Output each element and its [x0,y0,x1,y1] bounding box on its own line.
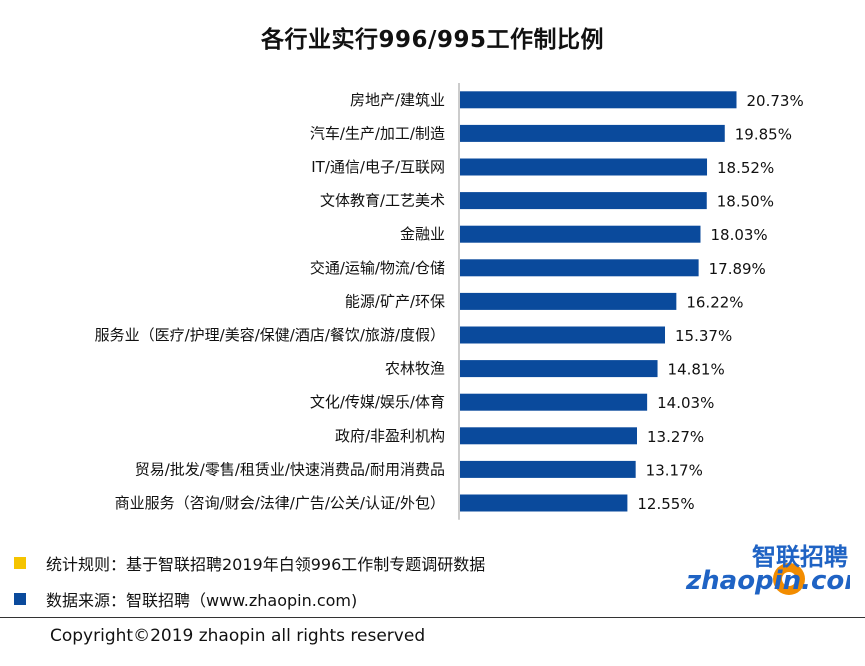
category-label: 房地产/建筑业 [350,91,445,109]
note-source-marker [14,593,26,605]
value-label: 16.22% [686,293,743,311]
bar [460,292,677,310]
copyright-text: Copyright©2019 zhaopin all rights reserv… [50,626,426,646]
value-label: 20.73% [747,92,804,110]
note-source: 数据来源：智联招聘（www.zhaopin.com) [14,587,357,611]
category-label: 贸易/批发/零售/租赁业/快速消费品/耐用消费品 [135,460,445,478]
bars-layer: 房地产/建筑业 20.73% 汽车/生产/加工/制造 19.85% IT/通信/电子/互… [95,83,804,520]
value-label: 18.03% [710,226,767,244]
value-label: 14.81% [668,361,725,379]
category-label: 政府/非盈利机构 [335,427,445,445]
note-rule-text: 统计规则：基于智联招聘2019年白领996工作制专题调研数据 [46,555,486,574]
value-label: 15.37% [675,327,732,345]
bar [460,494,628,512]
bar [460,427,637,445]
logo-brand-cn: 智联招聘 [752,543,848,571]
note-rule: 统计规则：基于智联招聘2019年白领996工作制专题调研数据 [14,551,485,575]
logo-brand-en: zhaopin.com [685,566,850,596]
value-label: 19.85% [735,125,792,143]
category-label: 文体教育/工艺美术 [320,192,445,210]
footer-divider [0,617,865,618]
value-label: 12.55% [637,495,694,513]
category-label: 文化/传媒/娱乐/体育 [310,393,445,411]
value-label: 17.89% [709,260,766,278]
bar [460,124,725,142]
bar [460,460,636,478]
bar [460,393,648,411]
logo-inner-circle-icon [782,572,796,586]
value-label: 13.17% [646,461,703,479]
bar [460,326,666,344]
value-label: 13.27% [647,428,704,446]
bar [460,360,658,378]
bar [460,225,701,243]
category-label: 汽车/生产/加工/制造 [310,124,445,142]
category-label: 农林牧渔 [385,360,445,378]
logo-mark: 智联招聘 zhaopin.com [685,543,850,596]
zhaopin-logo: 智联招聘 zhaopin.com [685,543,850,596]
chart-title: 各行业实行996/995工作制比例 [261,27,604,53]
value-label: 18.50% [717,193,774,211]
bar [460,259,699,277]
category-label: IT/通信/电子/互联网 [311,158,445,176]
value-label: 18.52% [717,159,774,177]
category-label: 服务业（医疗/护理/美容/保健/酒店/餐饮/旅游/度假） [95,326,445,344]
bar-chart: 房地产/建筑业 20.73% 汽车/生产/加工/制造 19.85% IT/通信/电子/互… [95,83,804,520]
bar [460,91,737,109]
note-rule-marker [14,557,26,569]
category-label: 交通/运输/物流/仓储 [310,259,445,277]
category-label: 商业服务（咨询/财会/法律/广告/公关/认证/外包） [115,494,445,512]
bar [460,192,707,210]
category-label: 金融业 [400,225,445,243]
bar [460,158,708,176]
note-source-text: 数据来源：智联招聘（www.zhaopin.com) [46,591,358,610]
category-label: 能源/矿产/环保 [345,292,445,310]
value-label: 14.03% [657,394,714,412]
